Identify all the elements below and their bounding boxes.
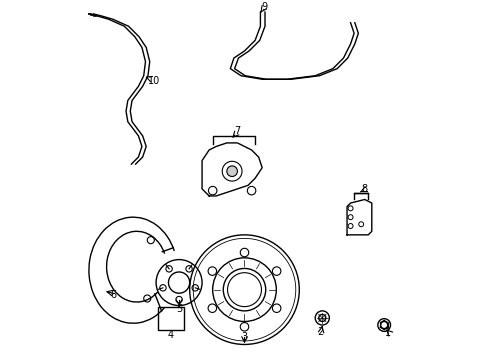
Text: 8: 8 — [360, 184, 366, 194]
Circle shape — [226, 166, 237, 176]
Text: 1: 1 — [384, 328, 390, 338]
Text: 5: 5 — [176, 304, 182, 314]
Text: 3: 3 — [241, 332, 247, 342]
Text: 2: 2 — [317, 327, 323, 337]
Bar — [158, 307, 184, 330]
Text: 6: 6 — [110, 290, 117, 300]
Text: 9: 9 — [261, 2, 266, 12]
Text: 7: 7 — [234, 126, 240, 135]
Text: 10: 10 — [148, 76, 160, 86]
Text: 4: 4 — [167, 329, 174, 339]
